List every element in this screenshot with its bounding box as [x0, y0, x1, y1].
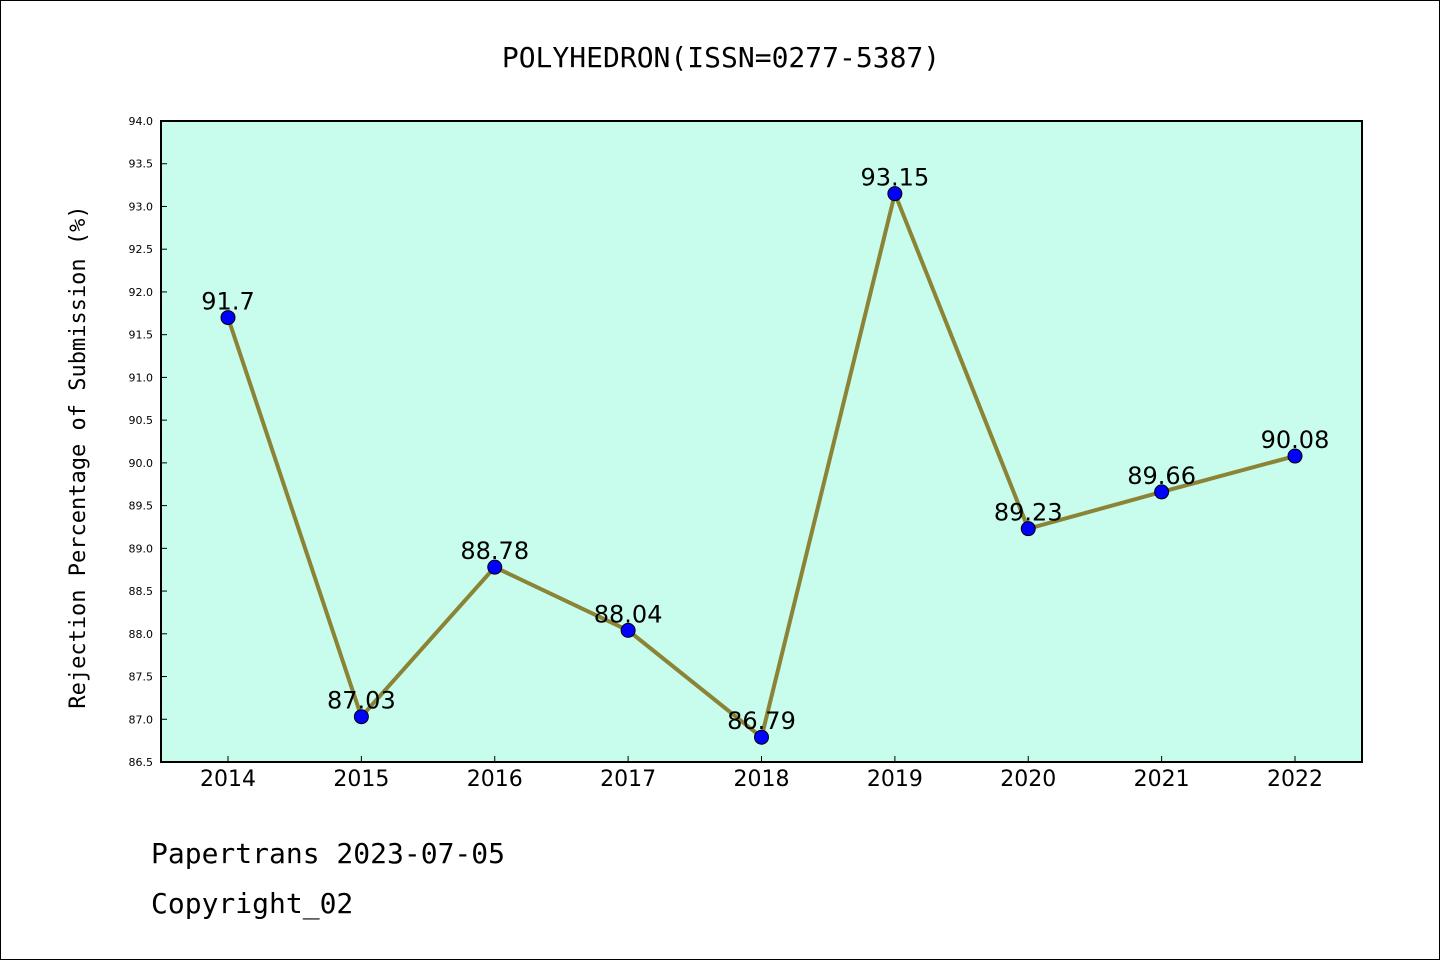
x-tick-label: 2016: [467, 767, 523, 792]
data-point: [620, 622, 636, 638]
plot-area: [160, 120, 1363, 763]
data-label: 86.79: [727, 707, 796, 735]
copyright-footer: Copyright_02: [151, 887, 354, 920]
data-point: [1020, 521, 1036, 537]
y-tick-label: 91.0: [129, 371, 154, 384]
x-axis-ticks: 2014 2015 2016 2017 2018 2019 2020 2021 2022: [200, 756, 1323, 792]
x-tick-label: 2020: [1000, 767, 1056, 792]
chart-title: POLYHEDRON(ISSN=0277-5387): [502, 41, 940, 74]
x-tick-label: 2014: [200, 767, 256, 792]
source-footer: Papertrans 2023-07-05: [151, 837, 506, 870]
data-label: 89.23: [994, 499, 1063, 527]
x-tick-label: 2021: [1134, 767, 1190, 792]
y-tick-label: 90.0: [129, 457, 154, 470]
x-tick-label: 2022: [1267, 767, 1323, 792]
x-tick-label: 2019: [867, 767, 923, 792]
data-label: 89.66: [1127, 462, 1196, 490]
x-tick-label: 2017: [600, 767, 656, 792]
data-point: [220, 310, 236, 326]
y-tick-label: 88.0: [129, 628, 154, 641]
data-label: 90.08: [1261, 426, 1330, 454]
y-tick-label: 92.0: [129, 286, 154, 299]
data-label: 88.78: [460, 537, 529, 565]
data-point: [887, 186, 903, 202]
y-tick-label: 86.5: [129, 756, 154, 769]
data-label: 91.7: [201, 288, 254, 316]
data-point: [754, 729, 769, 745]
y-tick-label: 89.0: [129, 542, 154, 555]
y-axis-label: Rejection Percentage of Submission (%): [66, 205, 91, 708]
y-tick-label: 87.0: [129, 713, 154, 726]
y-tick-label: 94.0: [129, 115, 154, 128]
y-tick-label: 90.5: [129, 414, 154, 427]
data-point: [487, 559, 503, 575]
y-tick-label: 89.5: [129, 500, 154, 513]
y-tick-label: 93.0: [129, 200, 154, 213]
data-label: 88.04: [594, 600, 663, 628]
series-layer: 91.7 87.03 88.78 88.04 86.79 93.15 89.23 89.66 9…: [201, 164, 1329, 745]
data-label: 93.15: [861, 164, 930, 192]
data-point: [353, 709, 369, 725]
y-tick-label: 87.5: [129, 671, 154, 684]
y-axis-ticks: 86.5 87.0 87.5 88.0 88.5 89.0 89.5 90.0 90.5 91.0…: [129, 115, 167, 769]
data-point: [1154, 484, 1170, 500]
y-tick-label: 93.5: [129, 158, 154, 171]
data-label: 87.03: [327, 687, 396, 715]
x-tick-label: 2015: [333, 767, 389, 792]
data-point: [1287, 448, 1303, 464]
y-tick-label: 92.5: [129, 243, 154, 256]
x-tick-label: 2018: [734, 767, 790, 792]
y-tick-label: 88.5: [129, 585, 154, 598]
y-tick-label: 91.5: [129, 329, 154, 342]
